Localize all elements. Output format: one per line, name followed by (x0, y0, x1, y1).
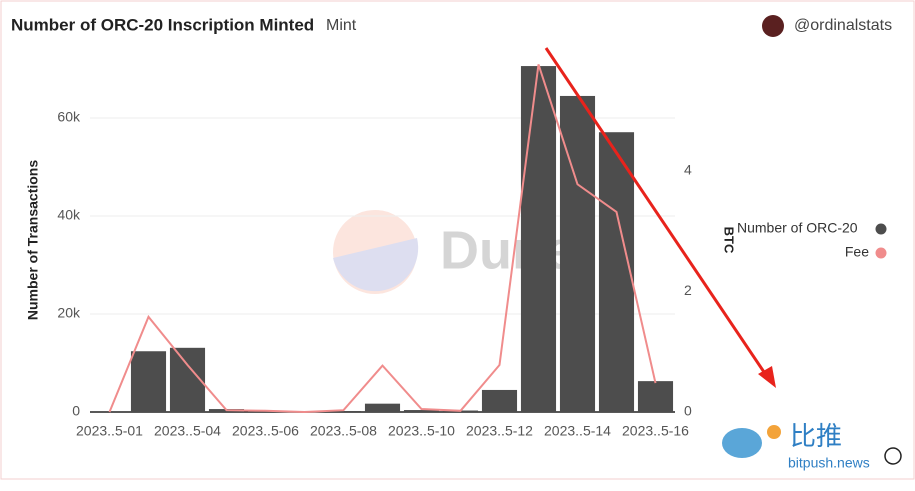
y-tick-label: 0 (72, 403, 80, 419)
bar (325, 411, 362, 412)
bar (130, 351, 167, 412)
watermark-logo (333, 238, 419, 292)
watermark-logo (333, 210, 417, 294)
bar (403, 410, 440, 412)
y2-tick-label: 4 (684, 162, 692, 178)
legend-label: Fee (845, 244, 869, 260)
clock-icon (884, 447, 902, 465)
y2-tick-label: 0 (684, 403, 692, 419)
y2-tick-label: 2 (684, 282, 692, 298)
y-tick-label: 40k (57, 207, 81, 223)
x-tick-label: 2023..5-04 (154, 423, 221, 439)
bar (520, 66, 557, 412)
x-tick-label: 2023..5-10 (388, 423, 455, 439)
y2-axis-label: BTC (722, 227, 737, 254)
avatar (762, 15, 784, 37)
legend-swatch (875, 247, 887, 259)
y-tick-label: 60k (57, 109, 81, 125)
y-axis-label: Number of Transactions (25, 160, 41, 320)
x-tick-label: 2023..5-01 (76, 423, 143, 439)
legend-swatch (875, 223, 887, 235)
fee-line (108, 64, 657, 414)
legend-label: Number of ORC-20 (737, 220, 858, 236)
x-tick-label: 2023..5-12 (466, 423, 533, 439)
bird (722, 428, 762, 458)
y-tick-label: 20k (57, 305, 81, 321)
logo-site: bitpush.news (788, 455, 870, 471)
bitpush-logo: 比推 bitpush.news (722, 421, 870, 471)
annotation-arrow (544, 47, 770, 379)
coin (767, 425, 781, 439)
x-tick-label: 2023..5-08 (310, 423, 377, 439)
annotation-arrowhead (758, 366, 776, 388)
bar (364, 403, 401, 412)
bar (637, 381, 674, 412)
chart-title: Number of ORC-20 Inscription Minted (11, 15, 314, 34)
logo-text: 比推 (790, 421, 842, 451)
subtitle: Mint (326, 17, 357, 34)
author: @ordinalstats (794, 17, 892, 34)
x-tick-label: 2023..5-06 (232, 423, 299, 439)
bar (481, 389, 518, 412)
x-tick-label: 2023..5-14 (544, 423, 611, 439)
x-tick-label: 2023..5-16 (622, 423, 689, 439)
bar (598, 132, 635, 412)
